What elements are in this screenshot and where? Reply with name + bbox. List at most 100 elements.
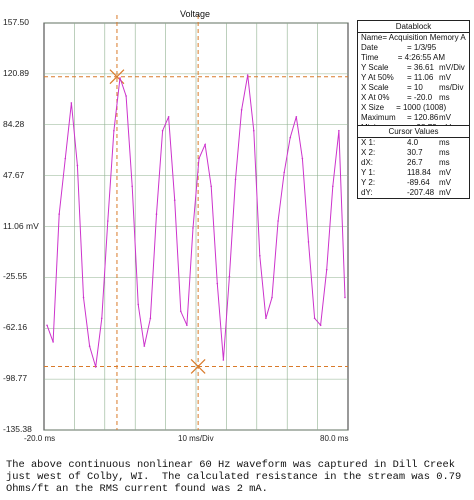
caption-text: The above continuous nonlinear 60 Hz wav… [6,459,468,495]
datablock-label: X Size [361,103,385,112]
series-point [228,275,231,278]
series-point [289,136,292,139]
cursor-value-value: -89.64 [407,178,430,187]
cursor-value-label: dY: [361,188,373,197]
datablock-unit [439,43,469,53]
series-point [338,129,340,132]
series-point [143,345,146,347]
cursor-value-label: dX: [361,158,374,167]
series-point [240,109,243,111]
y-tick-label: 157.50 [3,17,29,27]
cursor-value-unit: mV [439,168,451,177]
datablock-heading: Datablock [358,21,469,33]
datablock-label: Name [361,33,383,42]
datablock-value: = 4:26:55 AM [397,53,446,62]
y-tick-label: -25.55 [3,271,28,282]
series-point [107,220,109,222]
cursor-value-value: 4.0 [407,138,419,147]
cursor-value-label: Y 1: [361,168,376,177]
series-point [88,345,91,347]
datablock-label: Y Scale [361,63,389,72]
x-tick-label: 80.0 ms [320,434,349,443]
cursor-value-row: Y 2: -89.64 mV [358,178,469,188]
series-point [113,129,115,132]
y-tick-label: -62.16 [3,322,28,333]
y-tick-label: -135.38 [3,424,32,434]
series-point [167,116,170,118]
cursor-value-row: Y 1: 118.84 mV [358,168,469,178]
y-tick-label: 47.67 [3,169,25,180]
series-line [46,75,346,368]
chart-title: Voltage [179,9,211,19]
series-point [332,185,334,188]
cursor-value-unit: mV [439,178,451,187]
series-point [234,178,237,181]
datablock-unit: mV [439,73,451,82]
series-point [94,366,97,368]
cursor-value-value: 30.7 [407,148,423,157]
cursor-value-unit: ms [439,138,450,147]
y-tick-label: 84.28 [3,118,25,129]
series-point [210,185,212,188]
series-point [313,317,316,320]
cursor-value-row: dX: 26.7 ms [358,158,469,168]
cursor-2-marker [190,359,206,374]
cursor-value-unit: ms [439,158,450,167]
series-point [70,102,73,104]
series-point [216,282,219,285]
datablock-value: = 1000 (1008) [396,103,447,112]
datablock-row: X Size = 1000 (1008) [358,103,469,113]
y-tick-label: 11.06 mV [3,220,39,231]
series-point [319,324,322,327]
datablock-unit: ms/Div [439,83,464,92]
datablock-unit: mV/Div [439,63,465,72]
x-tick-label: 10 ms/Div [178,434,214,443]
datablock-value: = 120.86 [407,113,439,122]
cursor-value-row: dY: -207.48 mV [358,188,469,198]
series-point [246,74,249,76]
y-tick-label: -98.77 [3,373,28,384]
series-point [82,296,85,299]
datablock-label: Date [361,43,378,52]
datablock-unit: mV [439,113,451,122]
series-point [344,296,346,299]
datablock-unit: ms [439,93,450,102]
datablock-value: = 36.61 [407,63,434,72]
series-point [301,157,304,160]
series-point [119,77,121,79]
cursor-values-panel: Cursor Values X 1: 4.0 ms X 2: 30.7 ms dX: 26.7… [357,125,470,199]
series-point [125,95,127,97]
datablock-label: X Scale [361,83,389,92]
series-point [252,129,255,132]
series-point [52,341,54,343]
cursor-values-heading: Cursor Values [358,126,469,138]
datablock-value: = -20.0 [407,93,433,102]
datablock-unit [446,103,469,113]
datablock-unit [466,33,469,43]
series-point [137,303,140,306]
series-point [283,171,285,174]
cursor-value-value: 118.84 [407,168,431,177]
datablock-row: Y Scale = 36.61 mV/Div [358,63,469,73]
cursor-value-row: X 1: 4.0 ms [358,138,469,148]
series-point [198,157,200,160]
cursor-value-label: Y 2: [361,178,376,187]
datablock-value: = 10 [407,83,423,92]
series-point [46,324,48,327]
cursor-value-label: X 2: [361,148,376,157]
datablock-label: Y At 50% [361,73,394,82]
series-point [173,199,176,201]
series-point [58,213,60,215]
series-point [259,254,261,257]
datablock-value: = 11.06 [407,73,434,82]
datablock-value: = 1/3/95 [407,43,437,52]
datablock-row: Time = 4:26:55 AM [358,53,469,63]
datablock-label: X At 0% [361,93,390,102]
series-point [204,143,206,146]
series-point [325,268,328,271]
datablock-panel: Datablock Name = Acquisition Memory A Date… [357,20,470,134]
series-point [131,185,133,188]
cursor-value-unit: mV [439,188,451,197]
